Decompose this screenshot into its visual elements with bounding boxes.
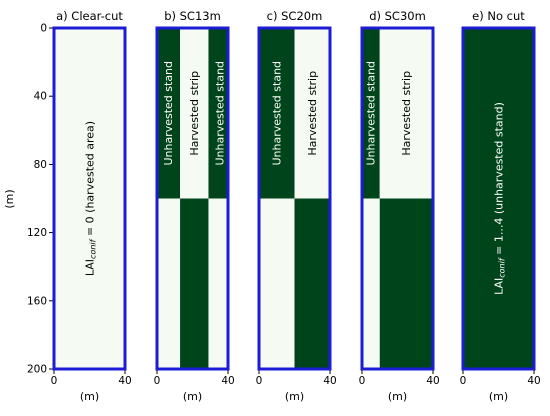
cell-unharvested <box>379 198 433 369</box>
x-tick-label: 0 <box>359 375 366 387</box>
cell-harvested <box>54 28 125 369</box>
lai-prefix: LAI <box>83 259 96 276</box>
panel-title: e) No cut <box>472 9 525 23</box>
stand-annotation: Unharvested stand <box>162 61 175 166</box>
x-tick-label: 40 <box>118 375 131 387</box>
x-axis-label: (m) <box>285 390 304 403</box>
x-tick-label: 40 <box>221 375 234 387</box>
y-tick-label: 0 <box>40 23 47 35</box>
panel-1: a) Clear-cut 0 40 (m) 0 40 80 120 160 200 LAIconif… <box>27 9 132 403</box>
lai-subscript: conif <box>497 257 506 278</box>
lai-suffix: = 0 (harvested area) <box>83 121 96 240</box>
x-tick-label: 40 <box>323 375 336 387</box>
x-axis-label: (m) <box>183 390 202 403</box>
y-tick-label: 80 <box>34 159 47 171</box>
cell-unharvested <box>208 28 228 199</box>
stand-annotation: Unharvested stand <box>214 61 227 166</box>
panel-frame <box>155 26 230 371</box>
lai-subscript: conif <box>88 238 97 259</box>
cell-harvested <box>294 28 330 199</box>
x-axis-label: (m) <box>80 390 99 403</box>
cell-harvested <box>379 28 433 199</box>
x-tick-label: 40 <box>426 375 439 387</box>
panel-title: b) SC13m <box>164 9 221 23</box>
panel-frame <box>257 26 332 371</box>
panel-4: d) SC30m 0 40 (m) Unharvested stand Harvested… <box>359 9 440 403</box>
cell-harvested <box>362 198 380 369</box>
cell-unharvested <box>259 28 295 199</box>
lai-annotation: LAIconif = 0 (harvested area) <box>83 121 97 276</box>
cell-harvested <box>208 198 228 369</box>
lai-prefix: LAI <box>492 278 505 295</box>
y-tick-label: 40 <box>34 91 47 103</box>
lai-annotation: LAIconif = 1...4 (unharvested stand) <box>492 102 506 295</box>
x-axis-label: (m) <box>489 390 508 403</box>
lai-suffix: = 1...4 (unharvested stand) <box>492 102 505 258</box>
stand-annotation: Harvested strip <box>188 71 201 156</box>
cell-unharvested <box>362 28 380 199</box>
x-tick-label: 0 <box>256 375 263 387</box>
cell-unharvested <box>180 198 209 369</box>
cell-harvested <box>259 198 295 369</box>
x-axis-label: (m) <box>388 390 407 403</box>
panel-3: c) SC20m 0 40 (m) Unharvested stand Harvested… <box>256 9 337 403</box>
y-tick-label: 160 <box>27 295 47 307</box>
x-tick-label: 0 <box>154 375 161 387</box>
x-tick-label: 40 <box>527 375 540 387</box>
x-tick-label: 0 <box>460 375 467 387</box>
y-tick-label: 200 <box>27 364 47 376</box>
panel-title: a) Clear-cut <box>56 9 123 23</box>
panel-title: d) SC30m <box>369 9 426 23</box>
panel-2: b) SC13m 0 40 (m) Unharvested stand Harvested… <box>154 9 235 403</box>
cell-harvested <box>157 198 181 369</box>
panel-title: c) SC20m <box>267 9 323 23</box>
stand-annotation: Harvested strip <box>400 71 413 156</box>
y-axis-label: (m) <box>3 189 16 208</box>
stand-annotation: Unharvested stand <box>270 61 283 166</box>
y-tick-label: 120 <box>27 227 47 239</box>
panel-frame <box>461 26 536 371</box>
cell-harvested <box>180 28 209 199</box>
panel-frame <box>360 26 435 371</box>
cell-unharvested <box>294 198 330 369</box>
x-tick-label: 0 <box>51 375 58 387</box>
cell-unharvested <box>157 28 181 199</box>
panel-5: e) No cut 0 40 (m) LAIconif = 1...4 (unharve… <box>460 9 541 403</box>
panel-frame <box>52 26 127 371</box>
stand-annotation: Unharvested stand <box>364 61 377 166</box>
cell-unharvested <box>463 28 534 369</box>
stand-annotation: Harvested strip <box>306 71 319 156</box>
